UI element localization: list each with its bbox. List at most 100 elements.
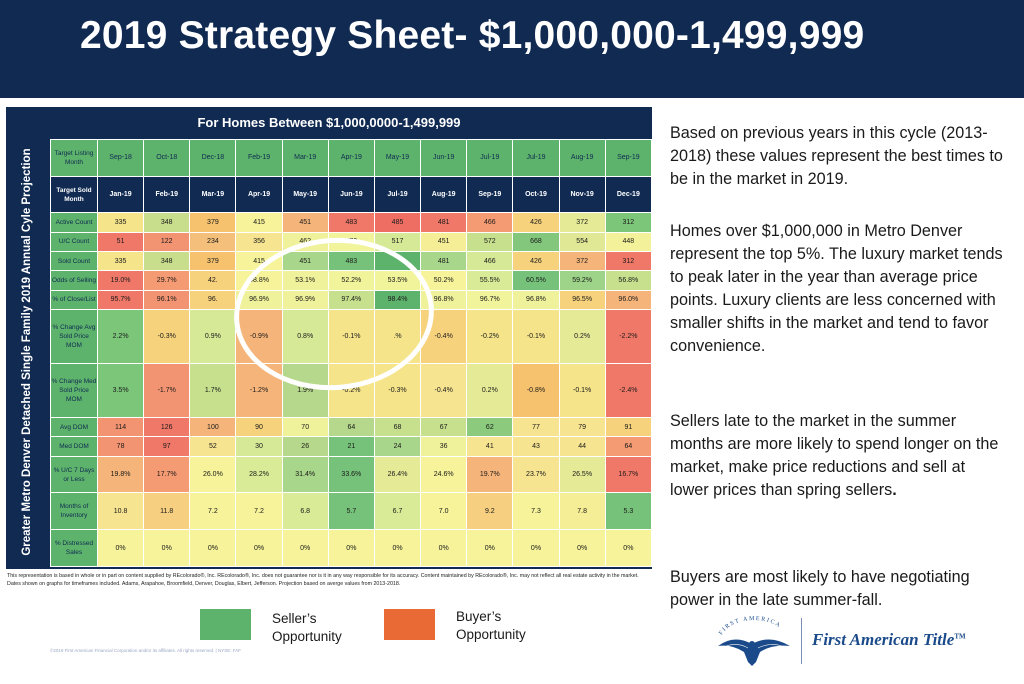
table-cell: -2.4% (604, 363, 653, 419)
table-cell: -0.8% (512, 363, 560, 419)
table-cell: 466 (466, 251, 514, 272)
row-label: % Change Avg Sold Price MOM (50, 308, 98, 365)
table-cell: 470 (327, 231, 375, 253)
table-cell: 59.2% (558, 270, 606, 291)
table-cell: 572 (466, 231, 514, 253)
row-label: Target Sold Month (50, 175, 98, 214)
table-cell: 448 (604, 231, 653, 253)
row-label: Odds of Selling (50, 270, 98, 291)
brand-name-text: First American Title (812, 630, 955, 649)
table-cell: 28.2% (235, 455, 283, 494)
table-cell: 44 (558, 436, 606, 457)
table-cell: Dec-18 (189, 139, 237, 177)
table-cell: -0.2% (466, 308, 514, 365)
table-cell: 0% (420, 529, 468, 567)
table-cell: Oct-19 (512, 175, 560, 214)
table-row: Odds of Selling 19.0% 29.7% 42. 48.8% 53.1% 52… (50, 270, 653, 291)
table-cell: 0% (96, 529, 145, 567)
table-cell: 356 (235, 231, 283, 253)
table-cell: 96.9% (281, 289, 329, 310)
table-cell: -0.1% (327, 308, 375, 365)
table-cell: Aug-19 (558, 139, 606, 177)
buyer-label-line1: Buyer’s (456, 609, 502, 624)
eagle-logo-icon: FIRST AMERICA (718, 616, 790, 666)
table-cell: -0.9% (235, 308, 283, 365)
table-cell: 19.7% (466, 455, 514, 494)
row-label: % U/C 7 Days or Less (50, 455, 98, 494)
page-title: 2019 Strategy Sheet- $1,000,000-1,499,99… (80, 14, 865, 57)
table-cell: Mar-19 (281, 139, 329, 177)
table-cell: Jun-19 (420, 139, 468, 177)
table-row: Sold Count 335 348 379 415 451 483 481 466 426 372… (50, 251, 653, 272)
table-cell: Feb-19 (143, 175, 191, 214)
table-cell: 7.8 (558, 492, 606, 531)
table-cell: Sep-19 (466, 175, 514, 214)
seller-label-line2: Opportunity (272, 629, 342, 644)
table-row: % Distressed Sales 0% 0% 0% 0% 0% 0% 0% 0% 0% 0% 0%… (50, 529, 653, 567)
table-cell: 26.5% (558, 455, 606, 494)
table-cell: -0.3% (373, 363, 422, 419)
table-row: Target Listing Month Sep-18 Oct-18 Dec-18 Fe… (50, 139, 653, 177)
table-cell: 348 (143, 212, 191, 233)
table-cell: 90 (235, 417, 283, 438)
table-cell: Aug-19 (420, 175, 468, 214)
table-cell: -0.1% (558, 363, 606, 419)
logo-divider (801, 618, 802, 664)
table-cell: -1.2% (235, 363, 283, 419)
disclaimer: This representation is based in whole or… (7, 573, 639, 587)
table-row: Avg DOM 114 126 100 90 70 64 68 67 62 77 79 91 (50, 417, 653, 438)
table-cell: 126 (143, 417, 191, 438)
title-banner: 2019 Strategy Sheet- $1,000,000-1,499,99… (0, 0, 1024, 98)
table-cell: 23.7% (512, 455, 560, 494)
table-cell: 1.7% (189, 363, 237, 419)
table-cell: 56.8% (604, 270, 653, 291)
table-cell: 48.8% (235, 270, 283, 291)
table-cell: 64 (604, 436, 653, 457)
table-cell: 0% (558, 529, 606, 567)
table-cell: Jan-19 (96, 175, 145, 214)
table-cell: 50.2% (420, 270, 468, 291)
row-label: U/C Count (50, 231, 98, 253)
table-cell: 9.2 (466, 492, 514, 531)
panel-header: For Homes Between $1,000,0000-1,499,999 (6, 107, 652, 139)
row-label: % Change Med Sold Price MOM (50, 363, 98, 419)
table-cell: 481 (420, 212, 468, 233)
table-cell: 6.8 (281, 492, 329, 531)
table-row: % Change Med Sold Price MOM 3.5% -1.7% 1.7%… (50, 363, 653, 419)
table-cell: Feb-19 (235, 139, 283, 177)
table-cell (373, 251, 422, 272)
brand-tm: TM (954, 632, 966, 641)
table-cell: 0.2% (558, 308, 606, 365)
table-cell: 0% (512, 529, 560, 567)
table-cell: Jul-19 (512, 139, 560, 177)
table-cell: 483 (327, 212, 375, 233)
table-cell: 60.5% (512, 270, 560, 291)
table-cell: -0.2% (327, 363, 375, 419)
table-cell: 19.8% (96, 455, 145, 494)
seller-opportunity-swatch (200, 609, 251, 640)
table-cell: 79 (558, 417, 606, 438)
table-cell: 26.0% (189, 455, 237, 494)
vertical-title: Greater Metro Denver Detached Single Fam… (9, 139, 45, 565)
table-cell: 53.1% (281, 270, 329, 291)
logo-arc-text: FIRST AMERICA (718, 616, 780, 636)
table-cell: 348 (143, 251, 191, 272)
table-cell: 96.1% (143, 289, 191, 310)
table-cell: 7.0 (420, 492, 468, 531)
table-cell: Nov-19 (558, 175, 606, 214)
table-cell: 100 (189, 417, 237, 438)
table-cell: 0% (373, 529, 422, 567)
table-cell: 0% (235, 529, 283, 567)
table-cell: 68 (373, 417, 422, 438)
table-row: Months of Inventory 10.8 11.8 7.2 7.2 6.8 5.7 6… (50, 492, 653, 531)
table-cell: 16.7% (604, 455, 653, 494)
seller-opportunity-label: Seller’s Opportunity (272, 610, 342, 646)
table-cell: 0% (189, 529, 237, 567)
table-cell: 36 (420, 436, 468, 457)
copyright: ©2019 First American Financial Corporati… (50, 648, 241, 653)
table-cell: 451 (420, 231, 468, 253)
table-cell: 415 (235, 251, 283, 272)
table-cell: 26.4% (373, 455, 422, 494)
table-cell: 7.2 (189, 492, 237, 531)
table-cell: Jul-19 (373, 175, 422, 214)
